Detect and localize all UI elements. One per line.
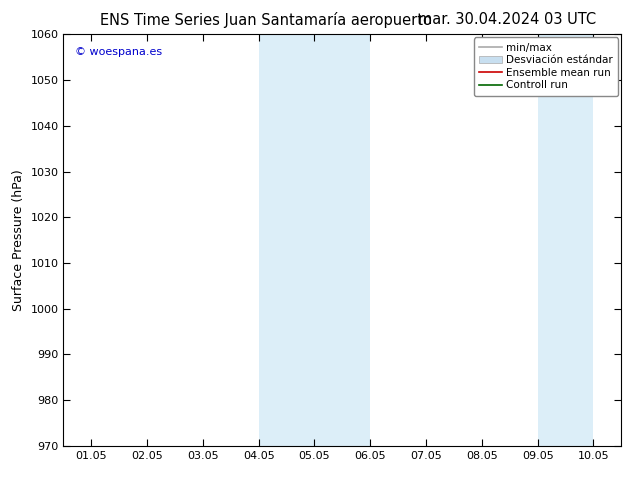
Bar	[259, 34, 314, 446]
Legend: min/max, Desviación estándar, Ensemble mean run, Controll run: min/max, Desviación estándar, Ensemble m…	[474, 37, 618, 96]
Text: mar. 30.04.2024 03 UTC: mar. 30.04.2024 03 UTC	[418, 12, 596, 27]
Text: © woespana.es: © woespana.es	[75, 47, 162, 57]
Text: ENS Time Series Juan Santamaría aeropuerto: ENS Time Series Juan Santamaría aeropuer…	[100, 12, 432, 28]
Y-axis label: Surface Pressure (hPa): Surface Pressure (hPa)	[12, 169, 25, 311]
Bar	[538, 34, 593, 446]
Bar	[314, 34, 370, 446]
